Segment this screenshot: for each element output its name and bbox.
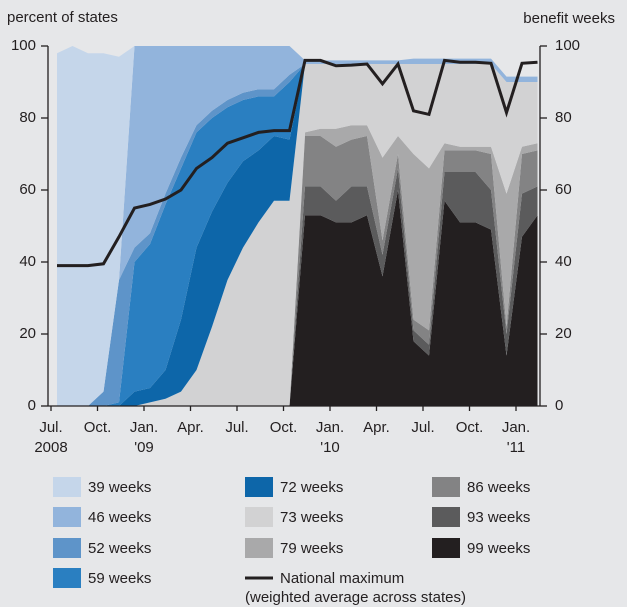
legend-swatch [53, 477, 81, 497]
x-tick-label: Jul. [225, 419, 248, 436]
area [57, 190, 538, 406]
y2-tick-label: 60 [555, 181, 572, 198]
x-tick-label: Jul. [39, 419, 62, 436]
legend-label: 72 weeks [280, 479, 343, 496]
legend-swatch [245, 507, 273, 527]
legend-label: 86 weeks [467, 479, 530, 496]
legend-note: (weighted average across states) [245, 589, 466, 606]
x-tick-label: Oct. [456, 419, 484, 436]
areas [57, 46, 538, 406]
area [57, 64, 538, 406]
y2-axis-label: benefit weeks [523, 10, 615, 27]
area [57, 46, 538, 406]
x-tick-label: Jul. [411, 419, 434, 436]
x-tick-label: '09 [134, 439, 154, 456]
legend-swatch [245, 477, 273, 497]
x-tick-label: Apr. [177, 419, 204, 436]
legend-swatch [245, 538, 273, 558]
y-tick-label: 20 [19, 325, 36, 342]
area [57, 64, 538, 406]
legend-swatch [53, 568, 81, 588]
legend-label: 99 weeks [467, 540, 530, 557]
legend-swatch [53, 507, 81, 527]
y2-tick-label: 0 [555, 397, 563, 414]
x-tick-label: '11 [507, 439, 525, 456]
legend-label: 46 weeks [88, 509, 151, 526]
area [57, 46, 538, 406]
y-axis-label: percent of states [7, 9, 118, 26]
x-tick-label: Apr. [363, 419, 390, 436]
legend-swatch [53, 538, 81, 558]
legend-label: 39 weeks [88, 479, 151, 496]
x-tick-label: Oct. [84, 419, 112, 436]
area [57, 64, 538, 406]
legend-label: 59 weeks [88, 570, 151, 587]
legend-label: 52 weeks [88, 540, 151, 557]
y-tick-label: 0 [28, 397, 36, 414]
legend-swatch [432, 507, 460, 527]
legend-label: 73 weeks [280, 509, 343, 526]
legend-swatch [432, 477, 460, 497]
x-tick-label: 2008 [34, 439, 67, 456]
line [57, 58, 538, 268]
area [57, 64, 538, 406]
legend-label: National maximum [280, 570, 404, 587]
y2-tick-label: 20 [555, 325, 572, 342]
x-tick-label: '10 [320, 439, 340, 456]
y-tick-label: 60 [19, 181, 36, 198]
y2-tick-label: 80 [555, 109, 572, 126]
legend-swatch [432, 538, 460, 558]
y-tick-label: 100 [11, 37, 36, 54]
legend-label: 79 weeks [280, 540, 343, 557]
x-tick-label: Jan. [502, 419, 530, 436]
y-tick-label: 40 [19, 253, 36, 270]
area [57, 168, 538, 406]
legend-label: 93 weeks [467, 509, 530, 526]
area [57, 125, 538, 406]
x-tick-label: Jan. [130, 419, 158, 436]
x-tick-label: Jan. [316, 419, 344, 436]
x-tick-label: Oct. [270, 419, 298, 436]
y2-tick-label: 40 [555, 253, 572, 270]
y2-tick-label: 100 [555, 37, 580, 54]
y-tick-label: 80 [19, 109, 36, 126]
